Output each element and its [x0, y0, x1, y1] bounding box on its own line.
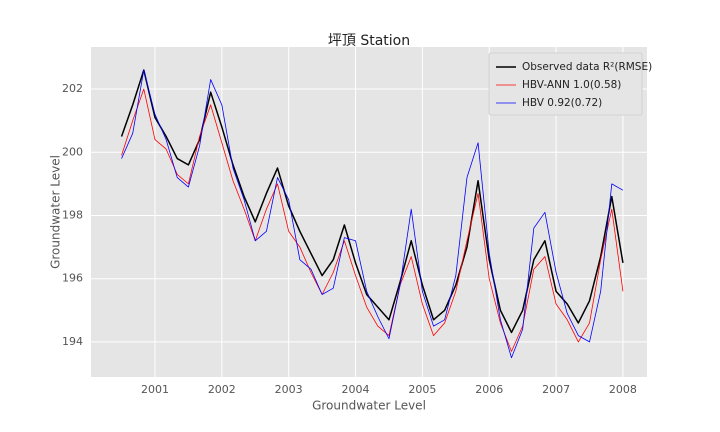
y-tick-label: 198	[62, 208, 83, 221]
x-tick-label: 2007	[542, 383, 570, 396]
grid: 194 196 198 200 202 2001 2002 2003 2004 2005 2006 2…	[62, 47, 647, 396]
legend-label: Observed data R²(RMSE)	[522, 61, 652, 73]
x-tick-label: 2008	[609, 383, 637, 396]
y-tick-label: 202	[62, 82, 83, 95]
x-tick-label: 2002	[208, 383, 236, 396]
chart-title: 坪頂 Station	[328, 33, 410, 49]
x-tick-label: 2005	[408, 383, 436, 396]
legend-box	[488, 52, 643, 116]
legend: Observed data R²(RMSE) HBV-ANN 1.0(0.58) H…	[488, 52, 652, 116]
x-tick-label: 2004	[342, 383, 370, 396]
x-tick-label: 2006	[475, 383, 503, 396]
y-axis-label: Groundwater Level	[49, 155, 63, 269]
y-tick-label: 194	[62, 335, 83, 348]
series-line	[120, 69, 624, 334]
series-line	[121, 88, 624, 352]
x-tick-label: 2003	[275, 383, 303, 396]
x-tick-label: 2001	[141, 383, 169, 396]
series-line	[121, 69, 624, 359]
legend-label: HBV-ANN 1.0(0.58)	[522, 79, 621, 91]
lines	[120, 69, 624, 359]
y-tick-label: 200	[62, 145, 83, 158]
y-tick-label: 196	[62, 272, 83, 285]
legend-label: HBV 0.92(0.72)	[522, 97, 602, 109]
x-axis-label: Groundwater Level	[312, 399, 426, 413]
